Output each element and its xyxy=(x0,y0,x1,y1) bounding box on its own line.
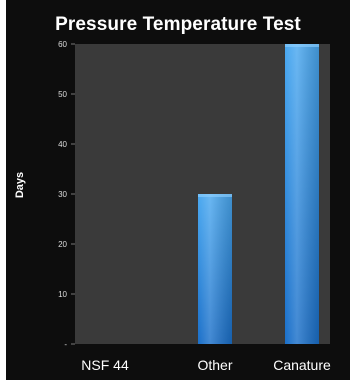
y-tick-label: 50 xyxy=(58,90,67,99)
chart-title: Pressure Temperature Test xyxy=(55,14,301,35)
y-tick-label: 20 xyxy=(58,240,67,249)
left-margin xyxy=(0,0,6,380)
bar-shading xyxy=(198,194,232,344)
bars xyxy=(198,44,319,344)
right-margin xyxy=(350,0,356,380)
bar-top-highlight xyxy=(198,194,232,197)
y-tick-label: 10 xyxy=(58,290,67,299)
y-tick-label: - xyxy=(64,340,67,349)
x-axis-labels: NSF 44 Other Canature xyxy=(81,357,331,373)
x-category-label: Canature xyxy=(273,357,331,373)
y-axis-ticks: - 10 20 30 40 50 60 xyxy=(58,40,75,349)
x-category-label: NSF 44 xyxy=(81,357,129,373)
y-tick-label: 40 xyxy=(58,140,67,149)
x-category-label: Other xyxy=(197,357,232,373)
y-tick-label: 30 xyxy=(58,190,67,199)
y-tick-label: 60 xyxy=(58,40,67,49)
bar-shading xyxy=(285,44,319,344)
bar-top-highlight xyxy=(285,44,319,47)
